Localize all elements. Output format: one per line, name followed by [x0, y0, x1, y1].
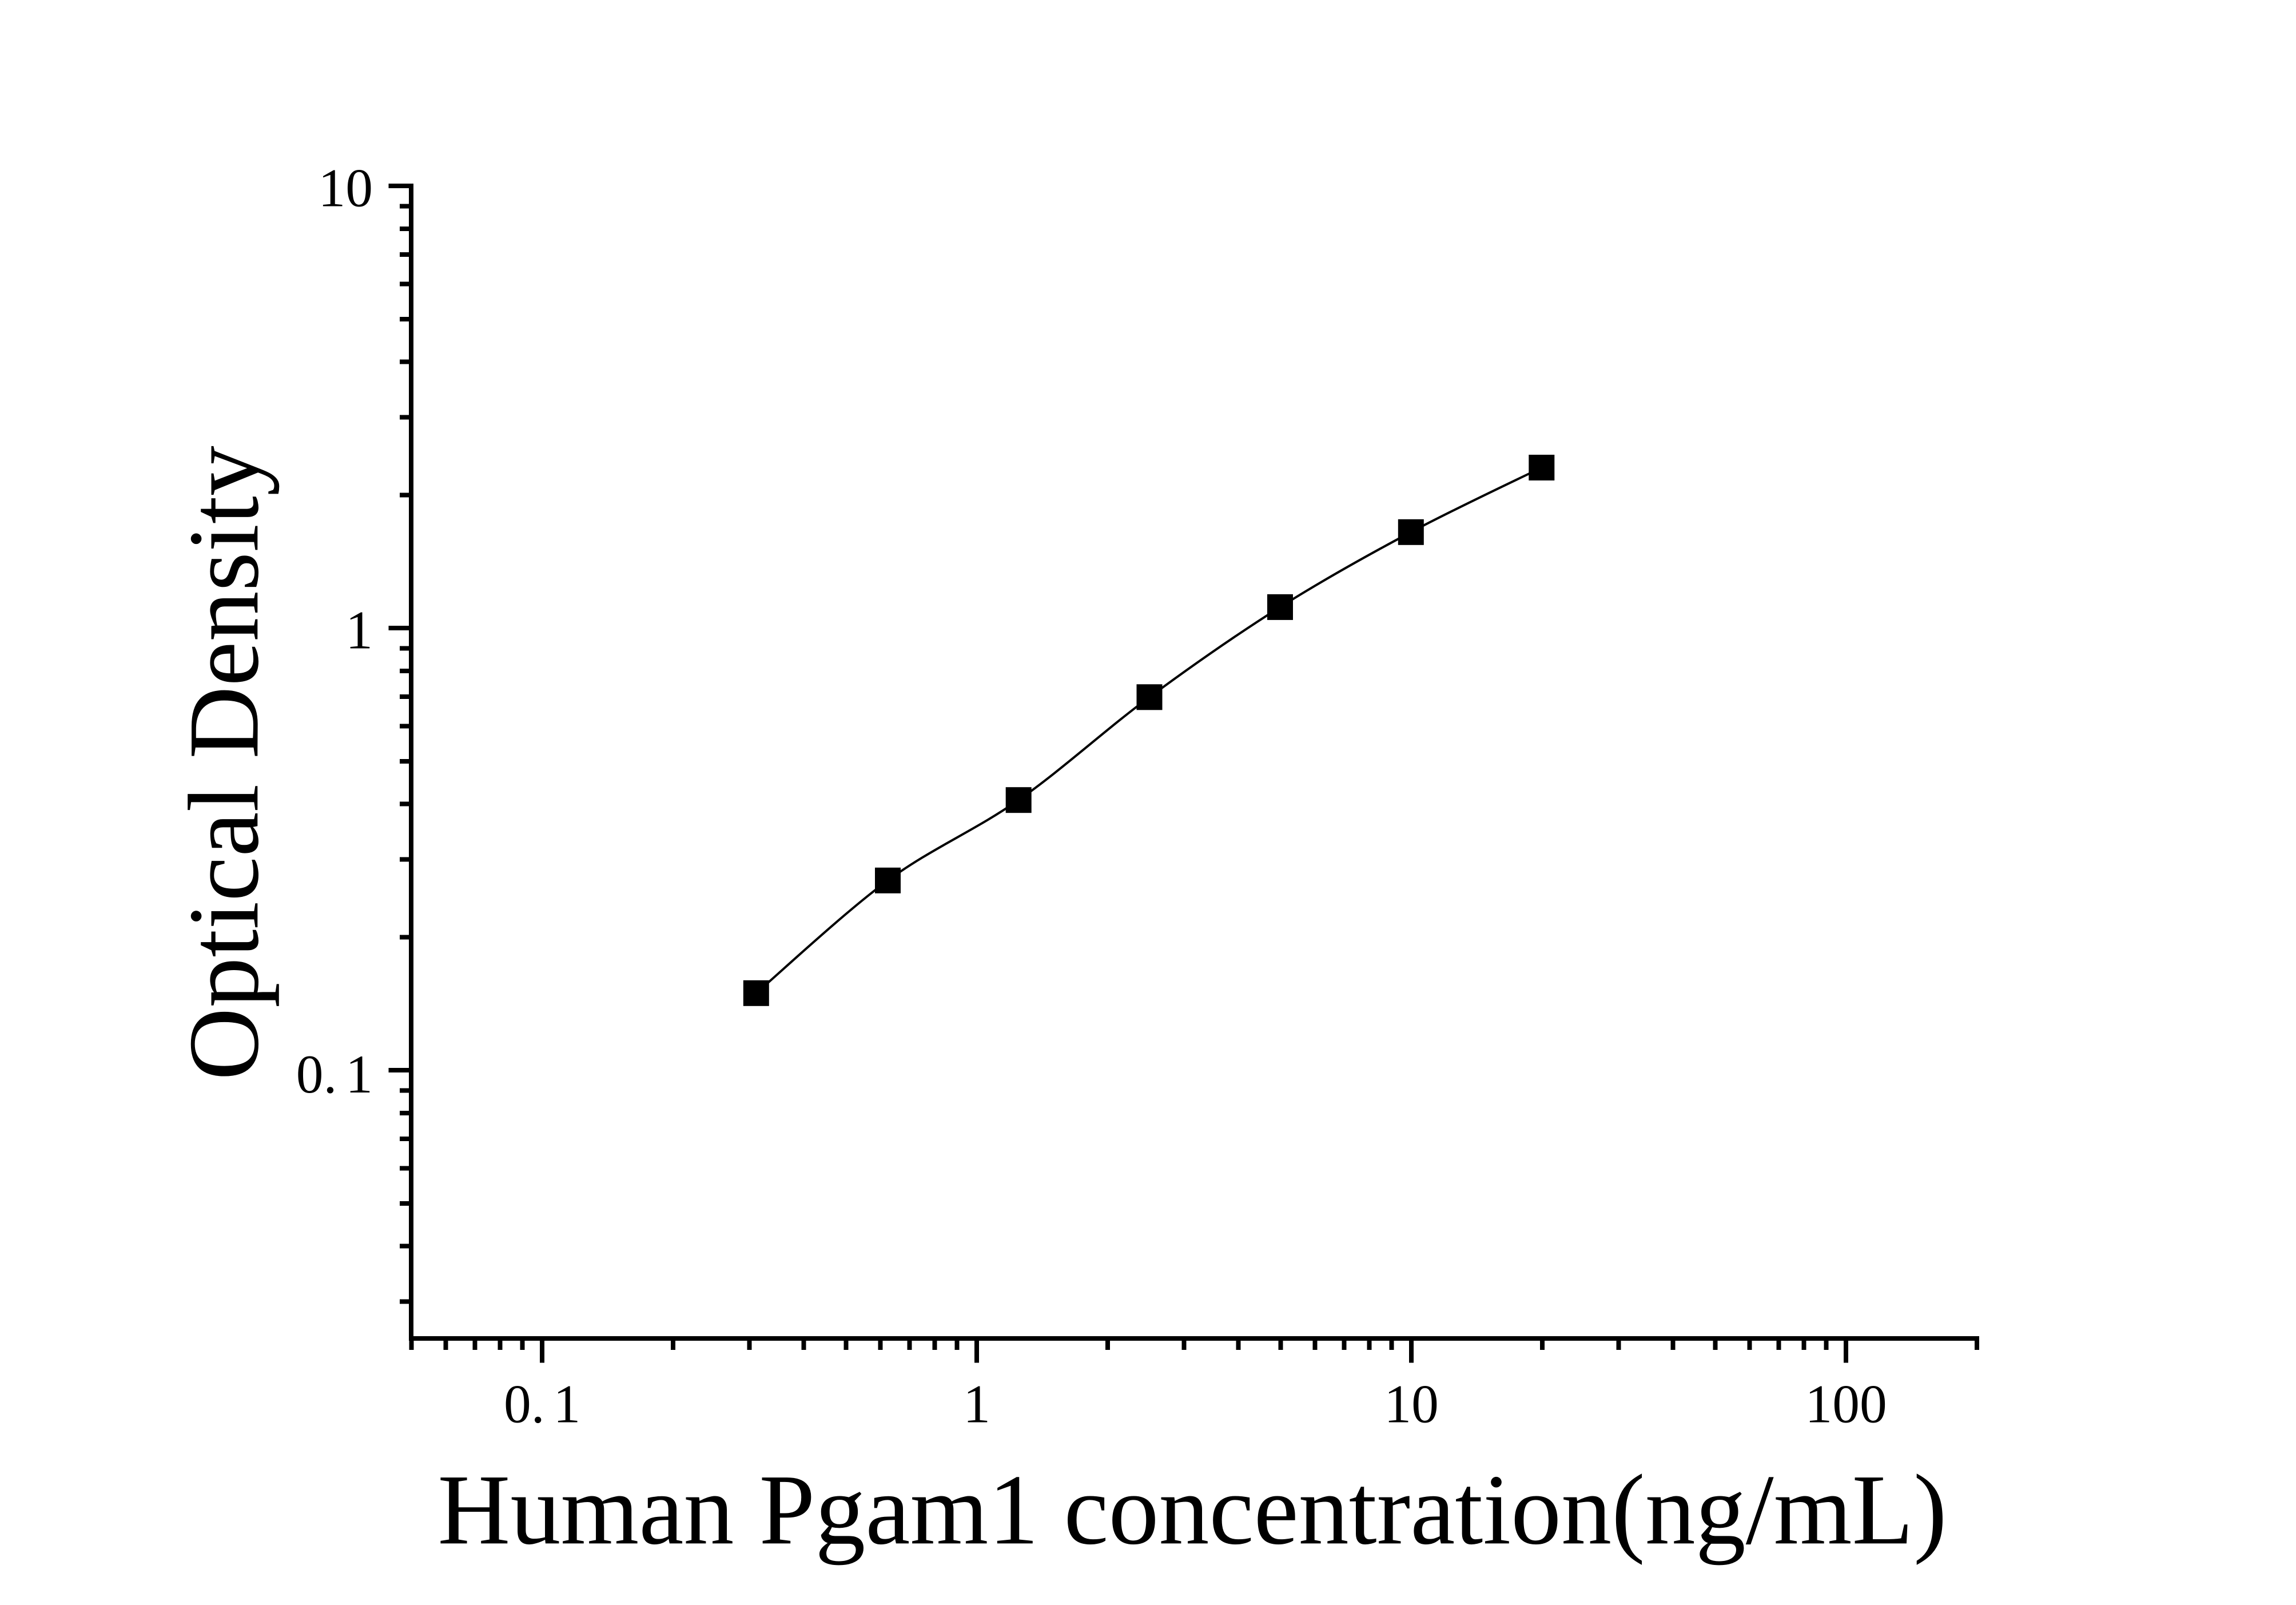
svg-text:10: 10: [319, 158, 373, 218]
svg-text:10: 10: [1384, 1374, 1439, 1435]
svg-text:0. 1: 0. 1: [504, 1374, 580, 1435]
svg-text:1: 1: [963, 1374, 990, 1435]
svg-text:1: 1: [345, 600, 373, 661]
svg-text:100: 100: [1805, 1374, 1887, 1435]
svg-text:0. 1: 0. 1: [296, 1044, 373, 1105]
svg-text:Human Pgam1 concentration(ng/m: Human Pgam1 concentration(ng/mL): [437, 1454, 1947, 1566]
svg-text:Optical Density: Optical Density: [168, 446, 280, 1080]
